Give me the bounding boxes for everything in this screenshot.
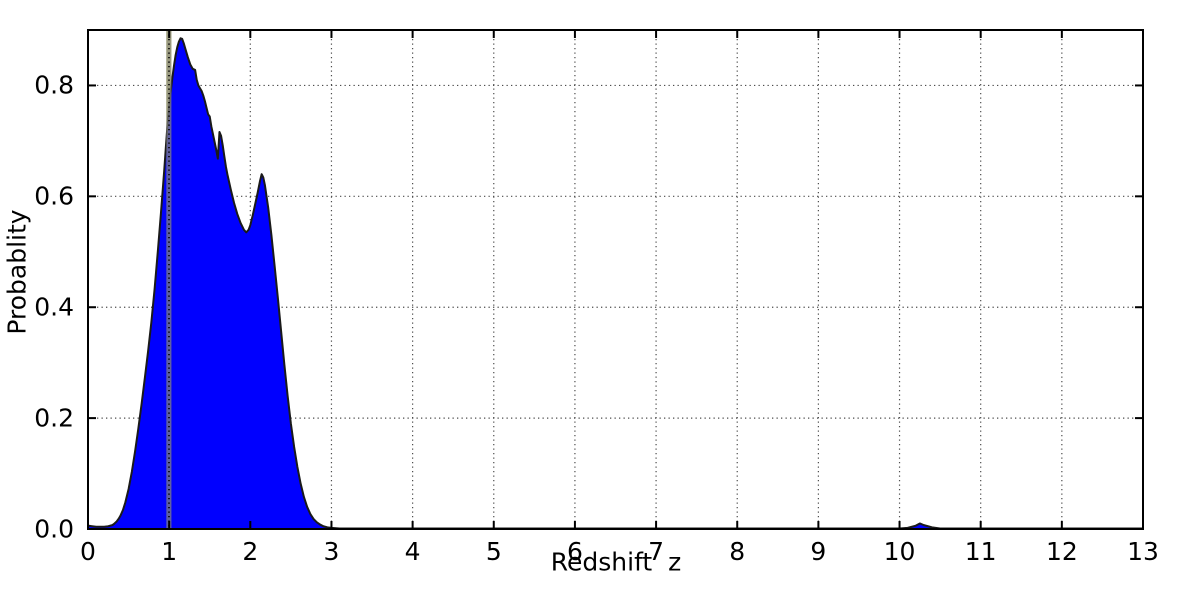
x-axis-title: Redshift z [550, 547, 682, 577]
x-tick-label: 4 [404, 537, 421, 566]
probability-area [88, 38, 1143, 529]
x-tick-label: 5 [485, 537, 502, 566]
x-axis-ticks [87, 30, 1144, 529]
axes-frame [87, 29, 1144, 530]
x-tick-label: 10 [883, 537, 916, 566]
y-tick-label: 0.6 [34, 181, 74, 211]
x-tick-label: 1 [161, 537, 178, 566]
x-tick-label: 13 [1127, 537, 1159, 566]
x-tick-label: 6 [566, 537, 583, 566]
x-tick-label: 2 [242, 537, 259, 566]
x-tick-label: 12 [1045, 537, 1078, 566]
x-tick-label: 7 [648, 537, 665, 566]
y-tick-label: 0.8 [34, 70, 74, 100]
y-tick-label: 0.4 [34, 292, 74, 322]
y-axis-title: Probablity [2, 209, 32, 335]
x-tick-label: 8 [729, 537, 746, 566]
vertical-line-annotations [166, 30, 172, 529]
y-tick-label: 0.0 [34, 514, 74, 544]
x-tick-label: 0 [80, 537, 96, 566]
x-tick-label: 3 [323, 537, 340, 566]
x-tick-label: 9 [810, 537, 827, 566]
y-tick-label: 0.2 [34, 403, 74, 433]
x-tick-label: 11 [964, 537, 997, 566]
redshift-marker-band [166, 30, 172, 529]
